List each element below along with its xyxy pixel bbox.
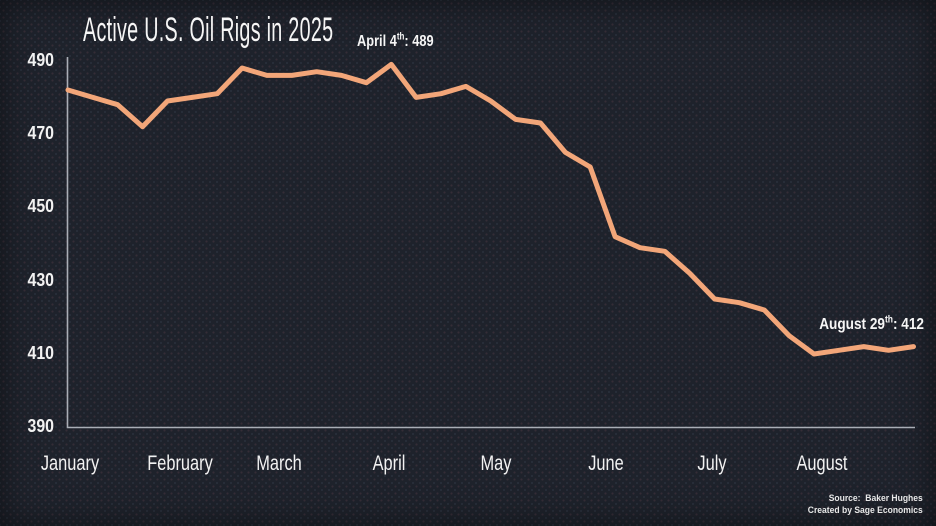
source-attribution: Source: Baker Hughes Created by Sage Eco… bbox=[808, 493, 923, 517]
y-axis-tick-label: 410 bbox=[27, 342, 54, 363]
x-axis-month-label: January bbox=[40, 452, 100, 475]
oil-rigs-data-line bbox=[65, 61, 916, 357]
y-axis-tick-label: 470 bbox=[27, 123, 54, 144]
latest-annotation-value: : 412 bbox=[893, 316, 924, 333]
latest-annotation-ordinal: th bbox=[884, 314, 894, 326]
latest-annotation-date: August 29 bbox=[819, 316, 885, 333]
source-line: Source: Baker Hughes bbox=[828, 493, 923, 504]
chart-title: Active U.S. Oil Rigs in 2025 bbox=[83, 11, 334, 49]
x-axis-month-label: June bbox=[588, 452, 624, 475]
y-axis-tick-label: 450 bbox=[27, 196, 54, 217]
x-axis-month-label: February bbox=[147, 452, 213, 475]
latest-annotation: August 29th: 412 bbox=[785, 314, 924, 334]
axis-lines bbox=[66, 57, 915, 429]
y-axis-tick-label: 490 bbox=[27, 49, 54, 70]
y-axis-tick-label: 430 bbox=[27, 269, 54, 290]
x-axis-month-label: May bbox=[480, 452, 512, 475]
x-axis-month-label: March bbox=[256, 452, 302, 475]
credit-line: Created by Sage Economics bbox=[807, 505, 923, 516]
peak-annotation-date: April 4 bbox=[357, 33, 397, 50]
x-axis-month-label: July bbox=[697, 452, 727, 475]
x-axis-month-label: August bbox=[796, 452, 848, 475]
y-axis-tick-label: 390 bbox=[27, 416, 54, 437]
peak-annotation: April 4th: 489 bbox=[357, 31, 434, 51]
peak-annotation-ordinal: th bbox=[396, 31, 405, 43]
peak-annotation-value: : 489 bbox=[404, 33, 434, 50]
x-axis-month-label: April bbox=[372, 452, 406, 475]
